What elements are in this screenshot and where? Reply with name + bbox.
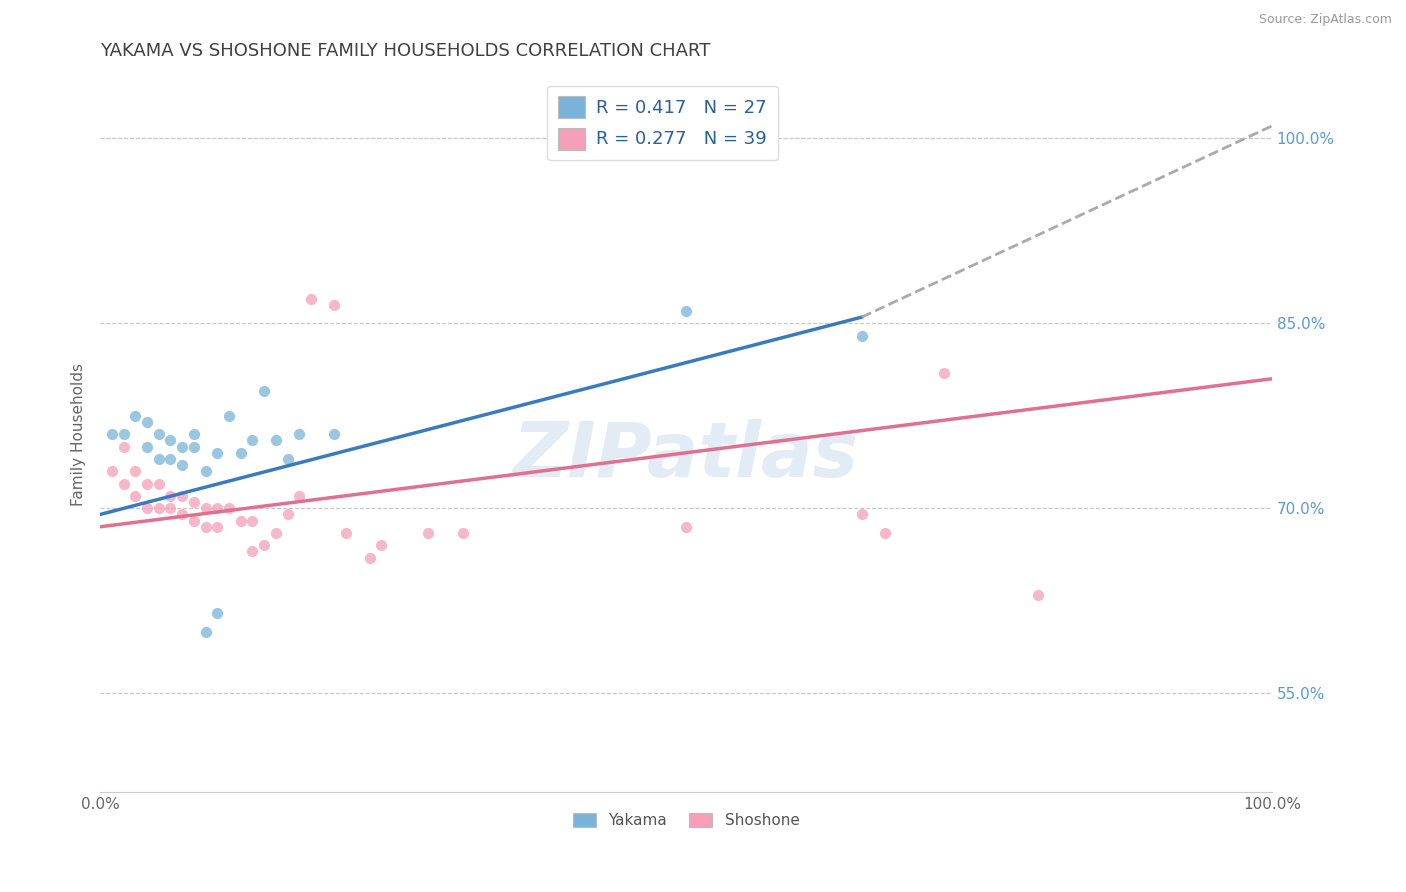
Point: [101, 427, 124, 442]
Point: [136, 415, 159, 429]
Point: [194, 501, 217, 516]
Point: [242, 544, 264, 558]
Point: [453, 525, 475, 540]
Point: [159, 434, 181, 448]
Point: [183, 427, 205, 442]
Point: [264, 434, 287, 448]
Point: [124, 464, 146, 478]
Point: [159, 501, 181, 516]
Point: [136, 440, 159, 454]
Point: [359, 550, 381, 565]
Point: [112, 476, 135, 491]
Point: [242, 514, 264, 528]
Point: [148, 427, 170, 442]
Point: [148, 452, 170, 467]
Point: [112, 440, 135, 454]
Point: [172, 458, 194, 472]
Point: [207, 606, 229, 620]
Point: [194, 464, 217, 478]
Point: [229, 514, 252, 528]
Point: [172, 508, 194, 522]
Point: [851, 328, 873, 343]
Point: [112, 427, 135, 442]
Point: [370, 538, 392, 552]
Point: [136, 501, 159, 516]
Point: [207, 446, 229, 460]
Point: [1026, 588, 1049, 602]
Point: [218, 409, 240, 423]
Point: [136, 476, 159, 491]
Point: [148, 476, 170, 491]
Point: [675, 520, 697, 534]
Point: [159, 489, 181, 503]
Point: [851, 508, 873, 522]
Point: [242, 434, 264, 448]
Point: [207, 501, 229, 516]
Text: YAKAMA VS SHOSHONE FAMILY HOUSEHOLDS CORRELATION CHART: YAKAMA VS SHOSHONE FAMILY HOUSEHOLDS COR…: [100, 42, 710, 60]
Point: [932, 366, 955, 380]
Text: Source: ZipAtlas.com: Source: ZipAtlas.com: [1258, 13, 1392, 27]
Point: [148, 501, 170, 516]
Point: [299, 292, 322, 306]
Point: [172, 489, 194, 503]
Point: [194, 520, 217, 534]
Point: [194, 624, 217, 639]
Point: [277, 508, 299, 522]
Point: [875, 525, 897, 540]
Point: [323, 298, 346, 312]
Point: [277, 452, 299, 467]
Point: [675, 304, 697, 318]
Point: [218, 501, 240, 516]
Text: ZIPatlas: ZIPatlas: [513, 418, 859, 492]
Point: [124, 409, 146, 423]
Point: [207, 520, 229, 534]
Point: [418, 525, 440, 540]
Point: [183, 495, 205, 509]
Point: [172, 440, 194, 454]
Point: [101, 464, 124, 478]
Point: [288, 427, 311, 442]
Point: [183, 440, 205, 454]
Point: [288, 489, 311, 503]
Point: [264, 525, 287, 540]
Point: [253, 384, 276, 398]
Y-axis label: Family Households: Family Households: [72, 363, 86, 506]
Point: [335, 525, 357, 540]
Point: [183, 514, 205, 528]
Point: [253, 538, 276, 552]
Legend: Yakama, Shoshone: Yakama, Shoshone: [567, 807, 806, 834]
Point: [124, 489, 146, 503]
Point: [229, 446, 252, 460]
Point: [159, 452, 181, 467]
Point: [323, 427, 346, 442]
